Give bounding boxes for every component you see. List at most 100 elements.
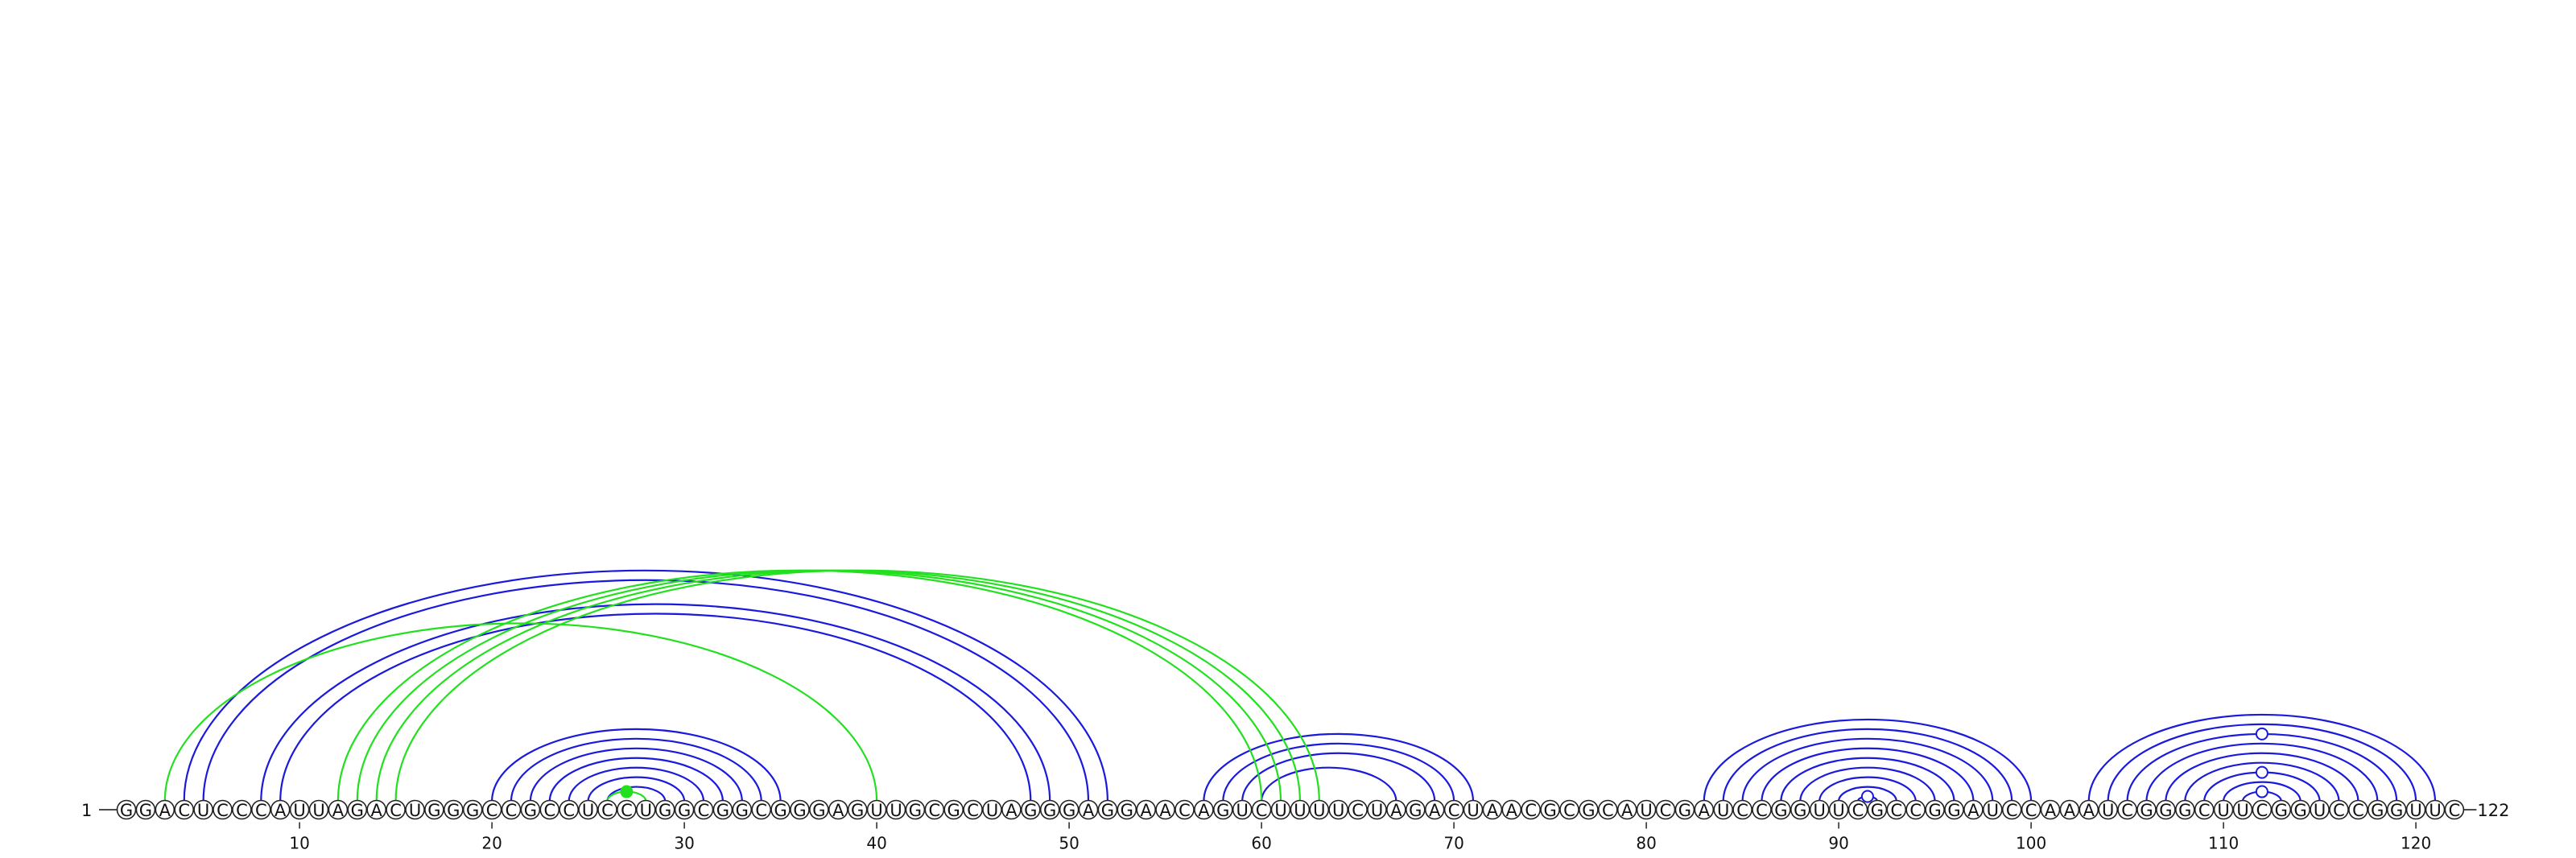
nucleotide-letter: G xyxy=(1794,801,1806,820)
nucleotide-letter: C xyxy=(621,801,633,820)
nucleotide-circle xyxy=(232,799,252,820)
nucleotide-50: G xyxy=(1059,799,1080,820)
nucleotide-34: C xyxy=(751,799,772,820)
nucleotide-circle xyxy=(597,799,617,820)
nucleotide-letter: G xyxy=(1063,801,1075,820)
nucleotide-letter: A xyxy=(159,801,171,820)
nucleotide-14: A xyxy=(366,799,387,820)
nucleotide-letter: G xyxy=(139,801,152,820)
nucleotide-letter: C xyxy=(601,801,613,820)
nucleotide-12: A xyxy=(328,799,349,820)
pair-arc-21-34 xyxy=(510,737,762,802)
nucleotide-circle xyxy=(2310,799,2330,820)
nucleotide-circle xyxy=(866,799,887,820)
nucleotide-67: A xyxy=(1386,799,1406,820)
nucleotide-59: U xyxy=(1232,799,1253,820)
nucleotide-circle xyxy=(1867,799,1888,820)
nucleotide-101: A xyxy=(2040,799,2061,820)
arc-marker-3 xyxy=(2255,785,2268,798)
nucleotide-25: U xyxy=(578,799,598,820)
pair-arc-8-49 xyxy=(260,603,1051,802)
nucleotide-letter: G xyxy=(466,801,479,820)
nucleotide-circle xyxy=(1443,799,1464,820)
nucleotide-55: A xyxy=(1155,799,1175,820)
nucleotide-33: G xyxy=(732,799,753,820)
nucleotide-57: A xyxy=(1194,799,1214,820)
nucleotide-31: C xyxy=(693,799,714,820)
nucleotide-85: C xyxy=(1732,799,1752,820)
nucleotide-circle xyxy=(155,799,175,820)
nucleotide-103: A xyxy=(2079,799,2099,820)
tick-label-100: 100 xyxy=(2016,834,2046,853)
nucleotide-circle xyxy=(1828,799,1849,820)
nucleotide-letter: G xyxy=(1216,801,1229,820)
nucleotide-75: G xyxy=(1540,799,1560,820)
nucleotide-86: C xyxy=(1752,799,1772,820)
pair-arc-58-70 xyxy=(1222,742,1455,802)
nucleotide-circle xyxy=(2252,799,2273,820)
nucleotide-112: C xyxy=(2252,799,2273,820)
nucleotide-1: G xyxy=(116,799,137,820)
nucleotide-letter: C xyxy=(1352,801,1364,820)
nucleotide-letter: U xyxy=(2217,801,2229,820)
nucleotide-letter: C xyxy=(1448,801,1460,820)
nucleotide-29: G xyxy=(654,799,675,820)
nucleotide-72: A xyxy=(1482,799,1503,820)
nucleotide-circle xyxy=(886,799,906,820)
nucleotide-circle xyxy=(2213,799,2234,820)
nucleotide-letter: G xyxy=(2390,801,2403,820)
pair-arc-110-114 xyxy=(2223,781,2301,802)
nucleotide-42: G xyxy=(905,799,926,820)
nucleotide-circle xyxy=(1482,799,1503,820)
nucleotide-circle xyxy=(193,799,213,820)
nucleotide-92: G xyxy=(1867,799,1888,820)
nucleotide-letter: G xyxy=(524,801,537,820)
nucleotide-letter: C xyxy=(390,801,402,820)
nucleotide-circle xyxy=(1386,799,1406,820)
nucleotide-letter: G xyxy=(1678,801,1691,820)
nucleotide-letter: G xyxy=(2140,801,2153,820)
nucleotide-circle xyxy=(1097,799,1118,820)
nucleotide-circle xyxy=(462,799,483,820)
pair-arc-87-96 xyxy=(1780,757,1955,802)
nucleotide-letter: C xyxy=(236,801,248,820)
nucleotide-17: G xyxy=(424,799,444,820)
nucleotide-111: U xyxy=(2232,799,2253,820)
nucleotide-letter: C xyxy=(506,801,518,820)
nucleotide-6: C xyxy=(213,799,233,820)
nucleotide-63: U xyxy=(1309,799,1330,820)
nucleotide-77: G xyxy=(1579,799,1599,820)
nucleotide-letter: G xyxy=(351,801,364,820)
nucleotide-56: C xyxy=(1174,799,1195,820)
nucleotide-letter: C xyxy=(1736,801,1748,820)
nucleotide-circle xyxy=(1732,799,1752,820)
nucleotide-circle xyxy=(924,799,945,820)
nucleotide-letter: C xyxy=(563,801,575,820)
nucleotide-letter: U xyxy=(1987,801,1999,820)
nucleotide-circle xyxy=(617,799,637,820)
nucleotide-circle xyxy=(1155,799,1175,820)
nucleotide-letter: G xyxy=(851,801,864,820)
nucleotide-letter: A xyxy=(2045,801,2057,820)
nucleotide-circle xyxy=(905,799,926,820)
nucleotide-letter: C xyxy=(2352,801,2364,820)
nucleotide-98: U xyxy=(1983,799,2003,820)
nucleotide-letter: G xyxy=(658,801,671,820)
nucleotide-letter: C xyxy=(967,801,979,820)
nucleotide-66: U xyxy=(1367,799,1387,820)
nucleotide-circle xyxy=(2194,799,2215,820)
nucleotide-circle xyxy=(1521,799,1541,820)
nucleotide-18: G xyxy=(443,799,464,820)
nucleotide-letter: U xyxy=(1640,801,1652,820)
tick-label-90: 90 xyxy=(1828,834,1848,853)
nucleotide-letter: G xyxy=(793,801,806,820)
nucleotide-circle xyxy=(847,799,868,820)
nucleotide-65: C xyxy=(1348,799,1368,820)
pseudoknot-arc-15-63 xyxy=(394,569,1320,802)
nucleotide-letter: G xyxy=(1024,801,1037,820)
nucleotide-circle xyxy=(1559,799,1579,820)
nucleotide-letter: C xyxy=(2121,801,2133,820)
nucleotide-letter: U xyxy=(409,801,421,820)
nucleotide-119: G xyxy=(2386,799,2407,820)
nucleotide-circle xyxy=(1232,799,1253,820)
